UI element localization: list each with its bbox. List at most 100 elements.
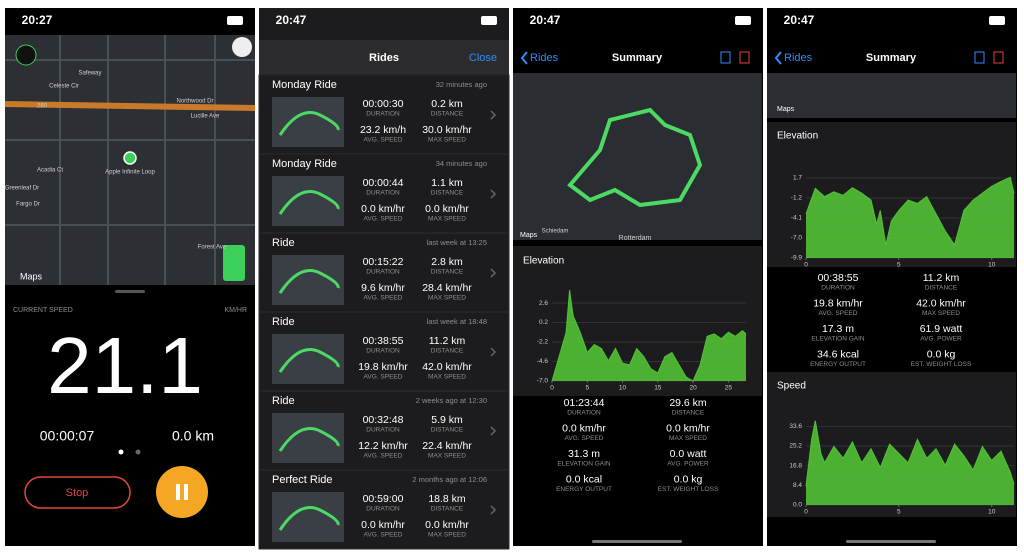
x-tick-label: 10 [988, 509, 996, 516]
ride-route [278, 190, 340, 215]
y-tick-label: -1.2 [791, 195, 803, 202]
header-title: Summary [866, 52, 917, 64]
stat-value: 0.0 km/hr [562, 422, 606, 434]
maps-logo: Maps [777, 106, 795, 113]
area-line [805, 420, 1015, 487]
y-tick-label: 16.8 [789, 462, 802, 469]
ride-stat: 28.4 km/hr [422, 282, 472, 294]
area-fill [806, 420, 1014, 505]
share-button[interactable] [720, 51, 731, 64]
header-title: Summary [612, 52, 663, 64]
ride-stat: 22.4 km/hr [422, 440, 472, 452]
x-tick-label: 0 [804, 509, 808, 516]
back-button[interactable]: Rides [784, 52, 813, 64]
ride-stat-label: MAX SPEED [428, 532, 466, 539]
ride-stat-label: MAX SPEED [428, 295, 466, 302]
map-label: Safeway [78, 71, 101, 77]
stat-label: AVG. SPEED [819, 310, 858, 317]
x-tick-label: 5 [585, 385, 589, 392]
y-tick-label: 8.4 [793, 482, 802, 489]
ride-stat: 42.0 km/hr [422, 361, 472, 373]
ride-stat-label: DISTANCE [431, 506, 464, 513]
chevron [490, 189, 497, 199]
map-label: 280 [37, 104, 48, 110]
back-chevron [774, 51, 782, 65]
battery [735, 16, 751, 25]
map-label: Lucille Ave [191, 114, 220, 120]
ride-stat: 0.2 km [431, 98, 463, 110]
stop-label[interactable]: Stop [66, 487, 89, 499]
stat-label: MAX SPEED [669, 435, 707, 442]
distance: 0.0 km [172, 428, 214, 444]
stat-label: EST. WEIGHT LOSS [911, 361, 972, 368]
maps-logo: Maps [520, 232, 538, 239]
stat-value: 0.0 watt [670, 448, 707, 460]
stat-value: 0.0 kg [674, 473, 703, 485]
ride-stat: 9.6 km/hr [361, 282, 405, 294]
ride-route [278, 506, 340, 531]
x-tick-label: 10 [619, 385, 627, 392]
header-title: Rides [369, 52, 399, 64]
chevron [490, 268, 497, 278]
page-dot [118, 449, 124, 455]
map [513, 73, 762, 240]
home-indicator [846, 540, 936, 543]
y-tick-label: 33.6 [789, 423, 802, 430]
ride-stat-label: AVG. SPEED [364, 216, 403, 223]
y-tick-label: -7.0 [791, 235, 803, 242]
ride-stat-label: DURATION [366, 190, 400, 197]
ride-stat: 30.0 km/hr [422, 124, 472, 136]
x-tick-label: 5 [897, 262, 901, 269]
highway [4, 101, 256, 111]
map-label: Acadia Ct [37, 168, 63, 174]
compass[interactable] [232, 37, 252, 57]
map-label: Fargo Dr [16, 202, 40, 208]
ride-stat: 2.8 km [431, 256, 463, 268]
stat-label: DISTANCE [672, 410, 705, 417]
chevron [490, 347, 497, 357]
battery [481, 16, 497, 25]
pause-button[interactable] [156, 466, 208, 518]
chevron [490, 110, 497, 120]
ride-time: last week at 18:48 [427, 317, 487, 326]
ride-stat-label: MAX SPEED [428, 216, 466, 223]
ride-route [278, 427, 340, 452]
delete-button[interactable] [993, 51, 1004, 64]
back-button[interactable]: Rides [530, 52, 559, 64]
ride-stat: 00:00:44 [363, 177, 404, 189]
map-label: Northwood Dr [176, 99, 213, 105]
ride-time: 34 minutes ago [436, 159, 487, 168]
home-indicator [592, 540, 682, 543]
x-tick-label: 0 [804, 262, 808, 269]
area-line [551, 289, 747, 382]
stat-label: ENERGY OUTPUT [556, 486, 612, 493]
stat-value: 0.0 km/hr [666, 422, 710, 434]
ride-stat-label: MAX SPEED [428, 374, 466, 381]
share-button[interactable] [974, 51, 985, 64]
close-button[interactable]: Close [469, 52, 497, 64]
ride-route [278, 269, 340, 294]
stop-button[interactable] [24, 476, 131, 509]
ride-route [278, 111, 340, 136]
delete-button[interactable] [739, 51, 750, 64]
ride-stat: 5.9 km [431, 414, 463, 426]
stat-label: ELEVATION GAIN [811, 336, 865, 343]
y-tick-label: -7.0 [537, 378, 549, 385]
x-tick-label: 0 [550, 385, 554, 392]
ride-stat-label: AVG. SPEED [364, 374, 403, 381]
ride-stat: 0.0 km/hr [361, 519, 405, 531]
speed-unit: KM/HR [224, 307, 247, 314]
back-chevron [520, 51, 528, 65]
menu-button[interactable] [15, 44, 37, 66]
ride-stat-label: DISTANCE [431, 269, 464, 276]
stat-label: ENERGY OUTPUT [810, 361, 866, 368]
current-speed: 21.1 [47, 321, 203, 410]
stat-value: 11.2 km [923, 272, 960, 284]
ride-time: 2 weeks ago at 12:30 [416, 396, 487, 405]
header [259, 40, 509, 74]
stat-value: 31.3 m [568, 448, 600, 460]
ride-stat: 12.2 km/hr [358, 440, 408, 452]
locate-button[interactable] [223, 245, 245, 281]
ride-name: Ride [272, 316, 295, 328]
